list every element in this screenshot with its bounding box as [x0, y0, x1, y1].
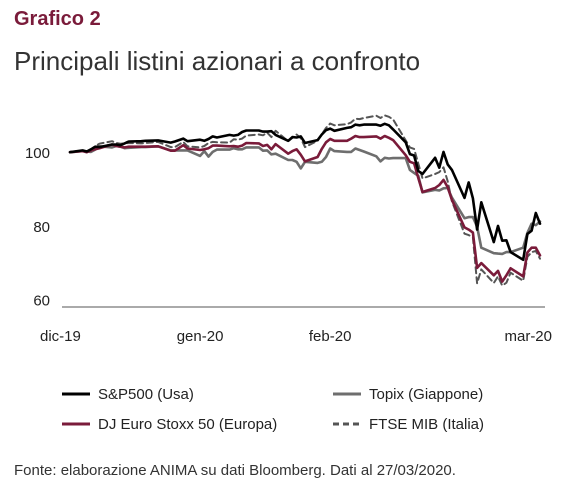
- chart-title: Principali listini azionari a confronto: [14, 46, 421, 76]
- legend-label: S&P500 (Usa): [98, 386, 194, 403]
- x-tick-label: dic-19: [40, 328, 81, 345]
- series-line-2: [68, 134, 542, 283]
- legend-label: DJ Euro Stoxx 50 (Europa): [98, 416, 277, 433]
- series-line-0: [68, 122, 542, 262]
- legend-label: Topix (Giappone): [369, 386, 483, 403]
- y-tick-label: 80: [33, 219, 50, 236]
- y-tick-label: 60: [33, 293, 50, 310]
- x-tick-label: gen-20: [177, 328, 224, 345]
- x-tick-label: mar-20: [504, 328, 552, 345]
- series-lines: [68, 114, 542, 287]
- x-tick-label: feb-20: [309, 328, 352, 345]
- figure-label: Grafico 2: [14, 8, 101, 30]
- source-note: Fonte: elaborazione ANIMA su dati Bloomb…: [14, 462, 456, 479]
- y-tick-label: 100: [25, 145, 50, 162]
- y-axis-ticks: 60 80 100: [25, 145, 50, 309]
- legend: S&P500 (Usa) DJ Euro Stoxx 50 (Europa) Top…: [62, 386, 484, 433]
- x-axis-ticks: dic-19 gen-20 feb-20 mar-20: [40, 328, 552, 345]
- legend-label: FTSE MIB (Italia): [369, 416, 484, 433]
